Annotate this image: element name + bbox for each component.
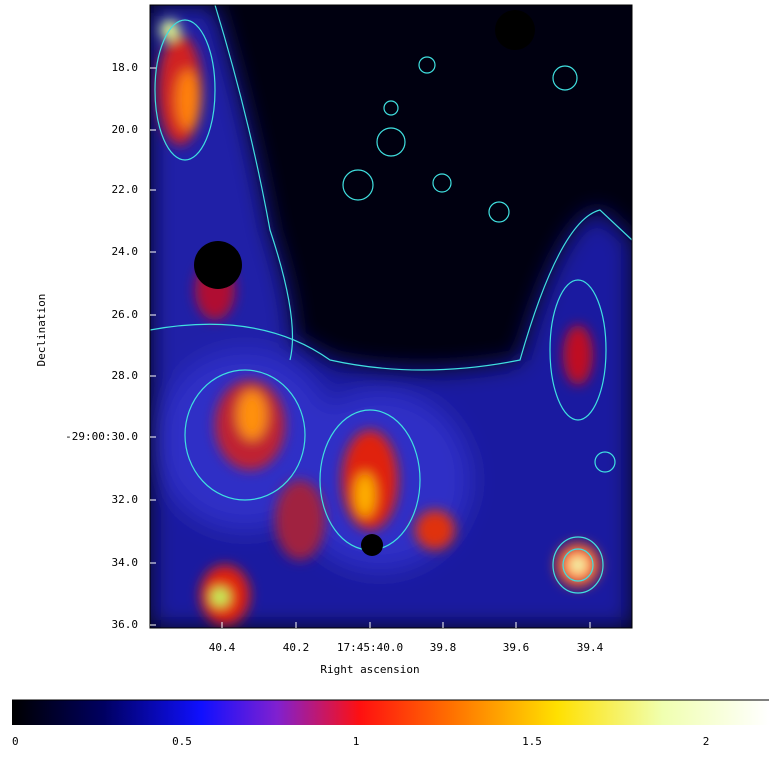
y-axis-label: Declination <box>35 294 48 367</box>
x-tick-label: 40.4 <box>209 641 236 654</box>
colorbar-tick-label: 0 <box>12 735 19 748</box>
y-tick-label: 36.0 <box>112 618 139 631</box>
sky-image <box>150 5 632 628</box>
y-tick-label: 28.0 <box>112 369 139 382</box>
colorbar-tick-label: 0.5 <box>172 735 192 748</box>
x-tick-label: 40.2 <box>283 641 310 654</box>
x-axis-label: Right ascension <box>320 663 419 676</box>
colorbar-tick-label: 2 <box>703 735 710 748</box>
y-tick-label: 34.0 <box>112 556 139 569</box>
x-tick-label: 39.4 <box>577 641 604 654</box>
colorbar <box>12 700 769 725</box>
y-tick-label: 22.0 <box>112 183 139 196</box>
colorbar-tick-label: 1 <box>353 735 360 748</box>
y-tick-label: 26.0 <box>112 308 139 321</box>
y-tick-label: 18.0 <box>112 61 139 74</box>
y-tick-label: 24.0 <box>112 245 139 258</box>
y-tick-label: -29:00:30.0 <box>65 430 138 443</box>
x-tick-label: 39.8 <box>430 641 457 654</box>
x-tick-label: 39.6 <box>503 641 530 654</box>
y-tick-label: 20.0 <box>112 123 139 136</box>
plot-frame <box>149 4 633 629</box>
colorbar-tick-label: 1.5 <box>522 735 542 748</box>
y-tick-label: 32.0 <box>112 493 139 506</box>
x-tick-label: 17:45:40.0 <box>337 641 403 654</box>
